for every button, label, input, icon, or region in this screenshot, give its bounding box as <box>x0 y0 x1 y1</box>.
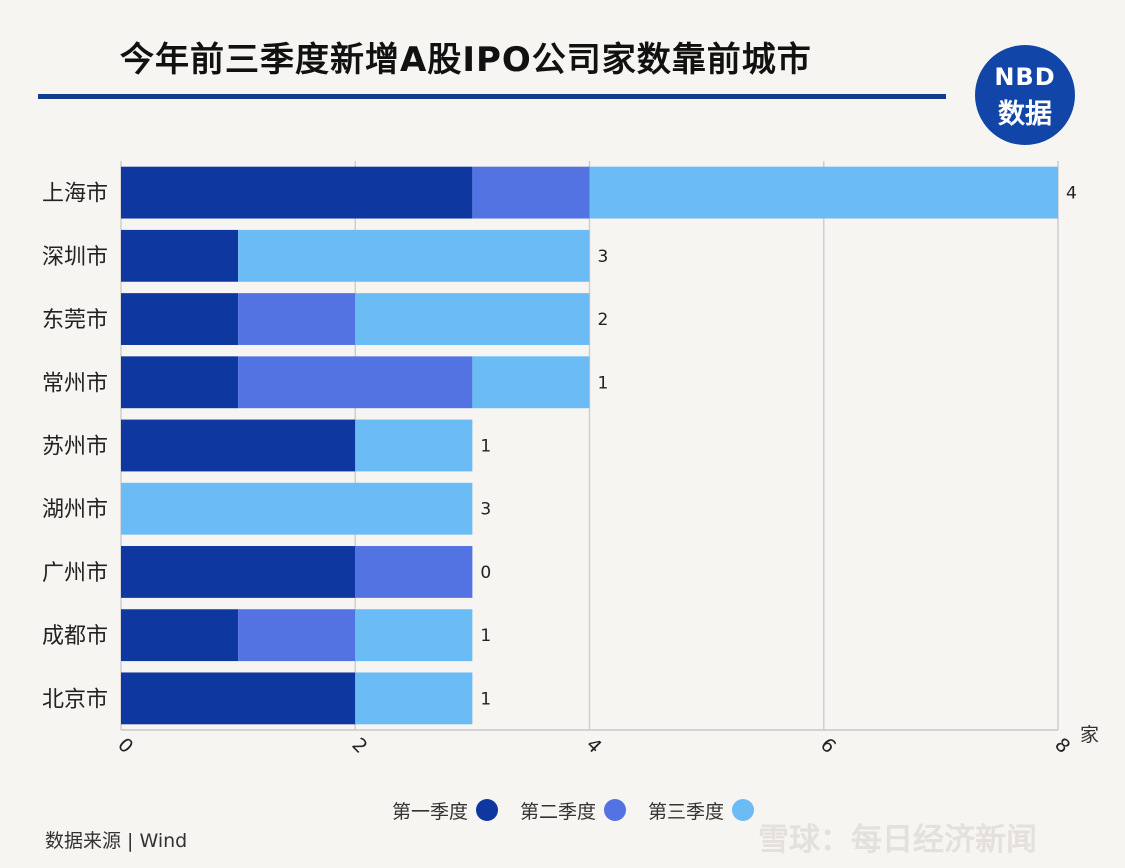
bar-9-q1 <box>121 672 356 725</box>
bar-5-q1 <box>121 419 356 472</box>
bar-7-q1 <box>121 546 356 598</box>
end-value-label-8: 1 <box>480 626 491 646</box>
logo-text-data: 数据 <box>998 99 1052 130</box>
bar-1-q1 <box>121 166 473 219</box>
category-label-8: 成都市 <box>42 624 108 649</box>
bar-8-q1 <box>121 609 239 662</box>
x-tick-label-0: 0 <box>113 734 137 758</box>
bar-1-q2 <box>472 166 590 219</box>
end-value-label-4: 1 <box>598 373 609 393</box>
logo-text-nbd: NBD <box>994 63 1056 91</box>
category-label-9: 北京市 <box>42 687 108 712</box>
title-divider <box>38 94 946 99</box>
x-axis-unit: 家 <box>1080 724 1100 746</box>
bar-9-q3 <box>355 672 473 725</box>
bar-1-q3 <box>589 166 1058 219</box>
bar-8-q2 <box>238 609 356 662</box>
chart-legend: 第一季度 第二季度 第三季度 <box>392 796 755 824</box>
brand-watermark: 雪球：每日经济新闻 <box>758 822 1037 858</box>
legend-label-q3: 第三季度 <box>648 800 725 823</box>
x-tick-label-2: 4 <box>582 734 606 758</box>
legend-label-q1: 第一季度 <box>392 800 469 823</box>
category-label-1: 上海市 <box>42 182 108 207</box>
bar-3-q3 <box>355 293 590 345</box>
end-value-label-6: 3 <box>480 500 491 520</box>
bar-4-q3 <box>472 356 590 409</box>
bar-4-q1 <box>121 356 239 409</box>
legend-item-q1: 第一季度 <box>392 797 499 824</box>
nbd-logo: NBD 数据 <box>975 45 1075 145</box>
data-source: 数据来源 | Wind <box>45 830 188 852</box>
bar-8-q3 <box>355 609 473 662</box>
legend-label-q2: 第二季度 <box>520 800 597 823</box>
category-label-2: 深圳市 <box>42 245 108 270</box>
bar-6-q3 <box>121 482 473 535</box>
bar-7-q2 <box>355 546 473 598</box>
end-value-label-9: 1 <box>480 689 491 709</box>
end-value-label-7: 0 <box>480 563 491 583</box>
category-label-6: 湖州市 <box>42 498 108 523</box>
bar-3-q1 <box>121 293 239 345</box>
category-label-7: 广州市 <box>42 561 108 586</box>
chart-title: 今年前三季度新增A股IPO公司家数靠前城市 <box>120 40 812 80</box>
bar-2-q1 <box>121 229 239 282</box>
end-value-label-2: 3 <box>598 247 609 267</box>
x-tick-label-1: 2 <box>347 734 371 758</box>
category-label-3: 东莞市 <box>42 308 108 333</box>
legend-item-q2: 第二季度 <box>520 797 627 824</box>
end-value-label-3: 2 <box>598 310 609 330</box>
bar-4-q2 <box>238 356 473 409</box>
end-value-label-5: 1 <box>480 437 491 457</box>
category-label-5: 苏州市 <box>42 435 108 460</box>
category-label-4: 常州市 <box>42 371 108 396</box>
legend-swatch-q2 <box>604 799 627 821</box>
legend-item-q3: 第三季度 <box>648 797 755 824</box>
bar-3-q2 <box>238 293 356 345</box>
x-tick-label-3: 6 <box>816 734 840 758</box>
legend-swatch-q1 <box>476 799 499 821</box>
bar-2-q3 <box>238 229 590 282</box>
x-tick-label-4: 8 <box>1050 734 1074 758</box>
end-value-label-1: 4 <box>1066 184 1077 204</box>
bar-5-q3 <box>355 419 473 472</box>
legend-swatch-q3 <box>732 799 755 821</box>
